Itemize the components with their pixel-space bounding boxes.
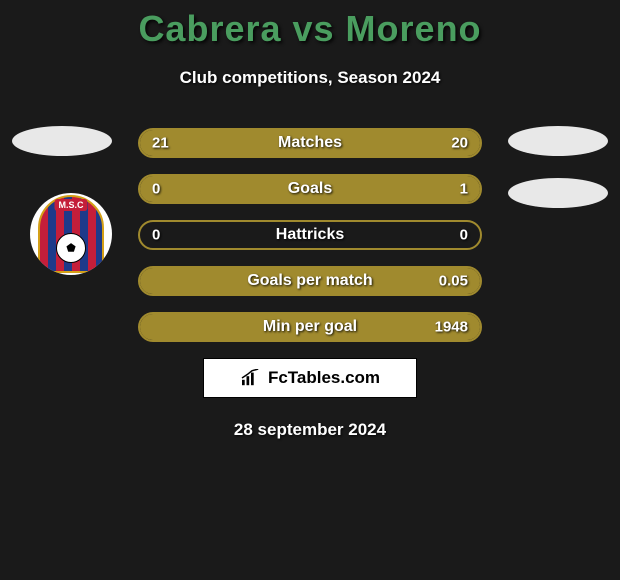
page-title: Cabrera vs Moreno <box>0 8 620 50</box>
bar-label: Goals <box>288 180 332 198</box>
club-crest-shield: M.S.C <box>38 195 104 273</box>
bar-value-left: 0 <box>152 227 160 244</box>
branding-box: FcTables.com <box>203 358 417 398</box>
bar-value-right: 1 <box>460 181 468 198</box>
bar-value-left: 21 <box>152 135 169 152</box>
soccer-ball-icon <box>56 233 86 263</box>
bar-fill-left <box>140 176 208 202</box>
branding-text: FcTables.com <box>268 368 380 388</box>
club-crest-label: M.S.C <box>54 199 87 211</box>
bar-value-right: 1948 <box>435 319 468 336</box>
bar-value-left: 0 <box>152 181 160 198</box>
bar-label: Matches <box>278 134 342 152</box>
comparison-bars: Matches 21 20 Goals 0 1 Hattricks 0 0 Goals per m… <box>138 128 482 342</box>
infographic-container: Cabrera vs Moreno Club competitions, Sea… <box>0 0 620 440</box>
bar-fill-right <box>208 176 480 202</box>
comparison-row: Matches 21 20 <box>138 128 482 158</box>
club-crest: M.S.C <box>30 193 112 275</box>
footer-date: 28 september 2024 <box>12 420 608 440</box>
page-subtitle: Club competitions, Season 2024 <box>0 68 620 88</box>
bar-value-right: 0 <box>460 227 468 244</box>
comparison-row: Goals per match 0.05 <box>138 266 482 296</box>
content-area: M.S.C Matches2120Goals01Hattricks00Goals… <box>0 128 620 440</box>
chart-icon <box>240 369 262 387</box>
comparison-row: Min per goal 1948 <box>138 312 482 342</box>
bar-value-right: 0.05 <box>439 273 468 290</box>
player-badge-placeholder-left <box>12 126 112 156</box>
comparison-row: Hattricks 0 0 <box>138 220 482 250</box>
player-badge-placeholder-right-2 <box>508 178 608 208</box>
bar-label: Hattricks <box>276 226 344 244</box>
bar-label: Goals per match <box>247 272 372 290</box>
player-badge-placeholder-right-1 <box>508 126 608 156</box>
comparison-row: Goals 0 1 <box>138 174 482 204</box>
bar-value-right: 20 <box>451 135 468 152</box>
bar-label: Min per goal <box>263 318 357 336</box>
